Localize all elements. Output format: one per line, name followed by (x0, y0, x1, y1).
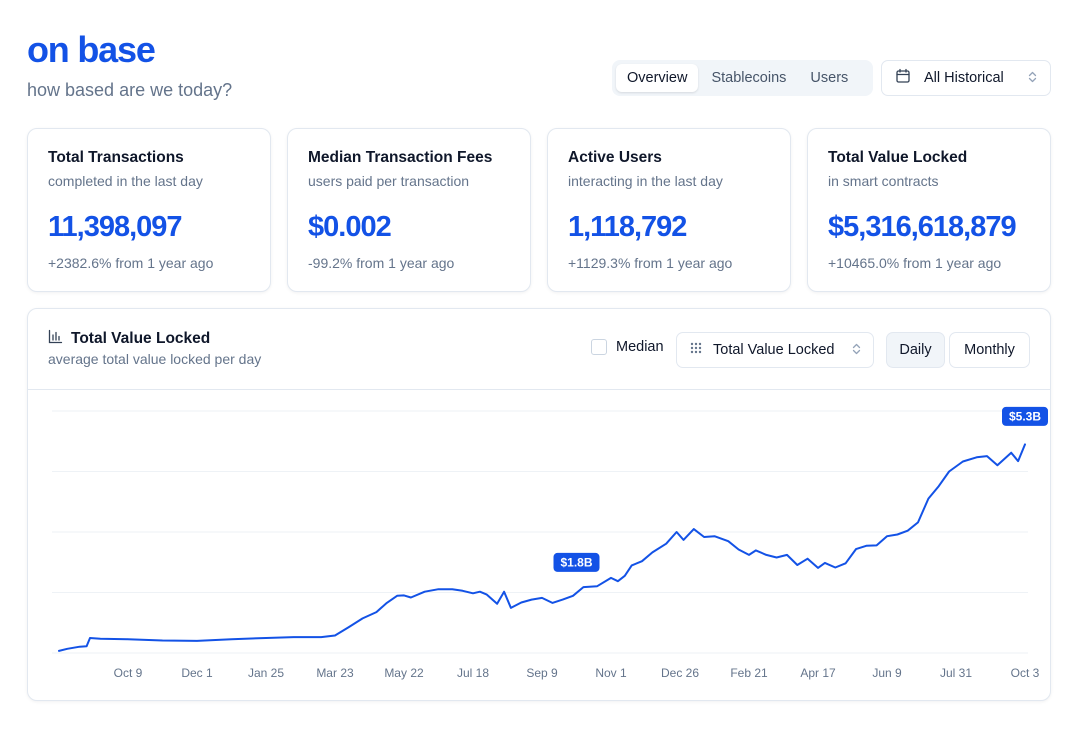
brand-title: on base (27, 29, 156, 70)
x-tick-label: Feb 21 (730, 666, 768, 680)
x-tick-label: Mar 23 (316, 666, 354, 680)
date-range-label: All Historical (924, 70, 1004, 86)
calendar-icon (895, 68, 911, 88)
x-tick-label: Jul 18 (457, 666, 489, 680)
stat-card-active-users: Active Users interacting in the last day… (547, 128, 791, 292)
tvl-series-line (58, 443, 1026, 652)
stat-change: +1129.3% from 1 year ago (568, 255, 733, 271)
x-tick-label: Apr 17 (800, 666, 836, 680)
metric-select[interactable]: Total Value Locked (676, 332, 874, 368)
x-tick-label: Sep 9 (526, 666, 558, 680)
grid-dots-icon (689, 341, 703, 359)
value-tag-label: $1.8B (560, 555, 592, 569)
median-label: Median (616, 339, 664, 355)
stat-title: Total Transactions (48, 149, 184, 166)
stat-card-tvl: Total Value Locked in smart contracts $5… (807, 128, 1051, 292)
chart-header: Total Value Locked average total value l… (28, 309, 1050, 390)
stat-change: +2382.6% from 1 year ago (48, 255, 214, 271)
daily-button[interactable]: Daily (886, 332, 945, 368)
x-tick-label: Jun 9 (872, 666, 902, 680)
stat-title: Median Transaction Fees (308, 149, 493, 166)
stat-value: $5,316,618,879 (828, 211, 1017, 243)
x-tick-label: Dec 1 (181, 666, 213, 680)
chart-subtitle: average total value locked per day (48, 351, 262, 367)
stat-value: $0.002 (308, 211, 392, 243)
stat-title: Total Value Locked (828, 149, 968, 166)
stat-change: +10465.0% from 1 year ago (828, 255, 1002, 271)
stat-subtitle: interacting in the last day (568, 173, 723, 189)
monthly-button[interactable]: Monthly (949, 332, 1030, 368)
view-tabs: Overview Stablecoins Users (612, 60, 873, 96)
chevron-up-down-icon (1028, 71, 1037, 86)
bar-chart-icon (48, 329, 63, 349)
stat-value: 11,398,097 (48, 211, 183, 243)
stat-card-transactions: Total Transactions completed in the last… (27, 128, 271, 292)
chart-title: Total Value Locked (48, 329, 210, 349)
value-tag-label: $5.3B (1009, 409, 1041, 423)
value-tag-bg (553, 552, 600, 572)
value-tag-bg (1002, 406, 1048, 426)
x-tick-label: May 22 (384, 666, 424, 680)
tvl-line-chart: Oct 9 Dec 1 Jan 25 Mar 23 May 22 Jul 18 Sep 9 N… (52, 406, 1048, 680)
stat-title: Active Users (568, 149, 662, 166)
date-range-select[interactable]: All Historical (881, 60, 1051, 96)
stat-card-fees: Median Transaction Fees users paid per t… (287, 128, 531, 292)
chevron-up-down-icon (852, 343, 861, 358)
x-tick-label: Oct 9 (114, 666, 143, 680)
x-tick-label: Jan 25 (248, 666, 284, 680)
median-checkbox[interactable] (591, 339, 607, 355)
tab-overview[interactable]: Overview (616, 64, 699, 92)
stat-change: -99.2% from 1 year ago (308, 255, 455, 271)
tagline: how based are we today? (27, 80, 233, 100)
stat-subtitle: in smart contracts (828, 173, 939, 189)
stat-value: 1,118,792 (568, 211, 687, 243)
tvl-chart-panel: Total Value Locked average total value l… (27, 308, 1051, 701)
chart-title-text: Total Value Locked (71, 330, 211, 347)
x-tick-label: Oct 3 (1011, 666, 1040, 680)
stat-subtitle: users paid per transaction (308, 173, 470, 189)
tab-users[interactable]: Users (810, 70, 849, 86)
tab-stablecoins[interactable]: Stablecoins (711, 70, 787, 86)
x-tick-label: Jul 31 (940, 666, 972, 680)
stat-subtitle: completed in the last day (48, 173, 203, 189)
median-toggle[interactable]: Median (591, 339, 664, 355)
metric-label: Total Value Locked (713, 342, 835, 358)
x-tick-label: Nov 1 (595, 666, 627, 680)
x-tick-label: Dec 26 (661, 666, 699, 680)
